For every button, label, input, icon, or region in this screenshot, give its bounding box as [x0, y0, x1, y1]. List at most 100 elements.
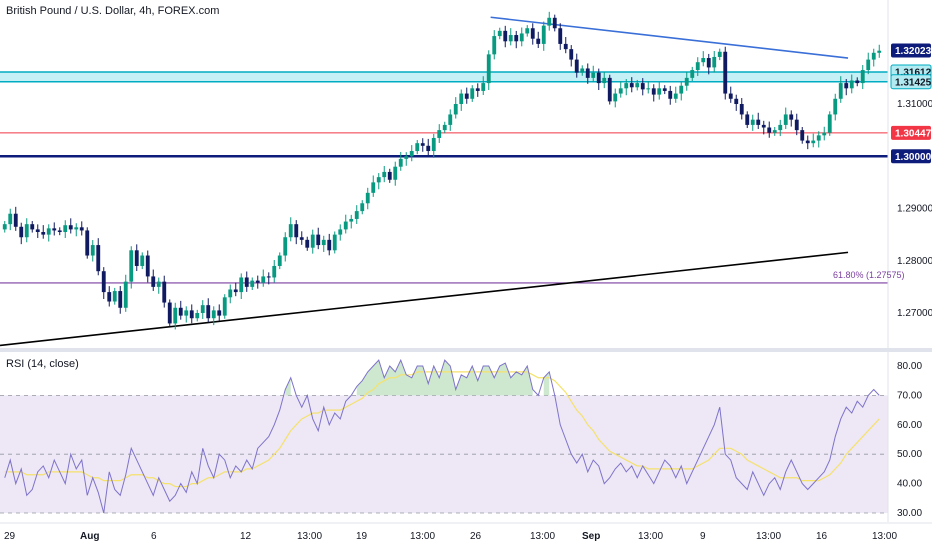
time-tick-label: 13:00 — [872, 531, 897, 542]
candle-body — [261, 276, 266, 283]
price-tick-label: 1.28000 — [897, 256, 932, 267]
candle-body — [591, 72, 596, 78]
candle-body — [459, 93, 464, 104]
rsi-line — [4, 358, 880, 514]
candle-body — [277, 255, 282, 266]
candle-body — [123, 281, 128, 308]
price-badge-label: 1.30447 — [895, 128, 932, 139]
candle-body — [547, 17, 552, 26]
candle-body — [360, 203, 365, 212]
candle-body — [217, 310, 222, 316]
time-tick-label: 13:00 — [410, 531, 435, 542]
candle-body — [739, 104, 744, 115]
rsi-tick-label: 60.00 — [897, 420, 922, 431]
candle-body — [635, 83, 640, 88]
rsi-overbought-fill — [356, 360, 533, 396]
candle-body — [756, 119, 761, 125]
candle-body — [222, 297, 227, 316]
candle-body — [167, 302, 172, 324]
time-tick-label: 13:00 — [297, 531, 322, 542]
candle-body — [266, 276, 271, 278]
candle-body — [596, 72, 601, 84]
candle-body — [343, 221, 348, 230]
candle-body — [492, 36, 497, 55]
candle-body — [585, 68, 590, 78]
rsi-tick-label: 40.00 — [897, 479, 922, 490]
candle-body — [866, 59, 871, 71]
candle-body — [332, 234, 337, 251]
price-badge-label: 1.31425 — [895, 77, 932, 88]
candle-body — [354, 211, 359, 219]
candle-body — [855, 80, 860, 84]
candle-body — [569, 49, 574, 60]
candle-body — [695, 62, 700, 71]
candle-body — [514, 35, 519, 42]
time-tick-label: 29 — [4, 531, 16, 542]
candle-body — [85, 230, 90, 256]
candle-body — [404, 156, 409, 159]
candle-body — [602, 77, 607, 84]
candle-body — [519, 33, 524, 42]
candle-body — [387, 171, 392, 180]
candle-body — [844, 83, 849, 89]
rsi-ma-line — [4, 371, 880, 488]
price-tick-label: 1.29000 — [897, 204, 932, 215]
candle-body — [822, 132, 827, 136]
candle-body — [118, 291, 123, 308]
time-tick-label: 19 — [356, 531, 368, 542]
time-tick-label: 9 — [700, 531, 706, 542]
price-badge-label: 1.31612 — [895, 68, 932, 79]
candle-body — [470, 88, 475, 99]
candle-body — [156, 281, 161, 287]
candle-body — [19, 226, 24, 238]
candle-body — [778, 124, 783, 131]
candle-body — [646, 88, 651, 90]
candle-body — [184, 310, 189, 316]
candle-body — [365, 192, 370, 204]
candle-body — [486, 54, 491, 84]
candle-body — [129, 250, 134, 282]
candle-body — [767, 127, 772, 133]
candle-body — [723, 51, 728, 94]
candle-body — [717, 51, 722, 57]
candle-body — [668, 90, 673, 99]
candle-body — [651, 88, 656, 95]
candle-body — [662, 88, 667, 91]
candle-body — [96, 245, 101, 272]
price-tick-label: 1.31000 — [897, 99, 932, 110]
candle-body — [206, 305, 211, 319]
candle-body — [250, 280, 255, 287]
candle-body — [800, 130, 805, 141]
candle-body — [475, 88, 480, 91]
candle-body — [849, 80, 854, 89]
candle-body — [745, 114, 750, 125]
rsi-title: RSI (14, close) — [6, 358, 79, 370]
candle-body — [794, 119, 799, 131]
candle-body — [2, 224, 7, 230]
candle-body — [233, 289, 238, 293]
candle-body — [68, 225, 73, 230]
candle-body — [46, 228, 51, 235]
price-badge — [891, 43, 931, 58]
candle-body — [563, 43, 568, 50]
candle-body — [409, 151, 414, 157]
candle-body — [690, 70, 695, 78]
candle-body — [877, 50, 882, 53]
candle-body — [52, 228, 57, 231]
candle-body — [640, 83, 645, 90]
price-badge-label: 1.30000 — [895, 152, 932, 163]
candle-body — [420, 143, 425, 146]
candle-body — [464, 93, 469, 99]
candle-body — [79, 227, 84, 231]
candle-body — [244, 277, 249, 287]
candle-body — [816, 135, 821, 141]
price-badge — [891, 149, 931, 164]
candle-body — [580, 68, 585, 73]
candle-body — [618, 88, 623, 94]
candle-body — [140, 255, 145, 266]
candle-body — [200, 305, 205, 313]
candles-group — [2, 11, 882, 330]
candle-body — [376, 177, 381, 183]
candle-body — [178, 307, 183, 316]
